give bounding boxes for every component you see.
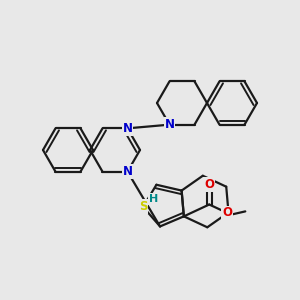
- Text: N: N: [164, 118, 175, 131]
- Text: S: S: [139, 200, 147, 213]
- Text: N: N: [122, 122, 133, 135]
- Text: N: N: [122, 165, 133, 178]
- Text: N: N: [122, 165, 133, 178]
- Text: O: O: [204, 178, 214, 191]
- Text: O: O: [222, 206, 233, 220]
- Text: H: H: [149, 194, 158, 204]
